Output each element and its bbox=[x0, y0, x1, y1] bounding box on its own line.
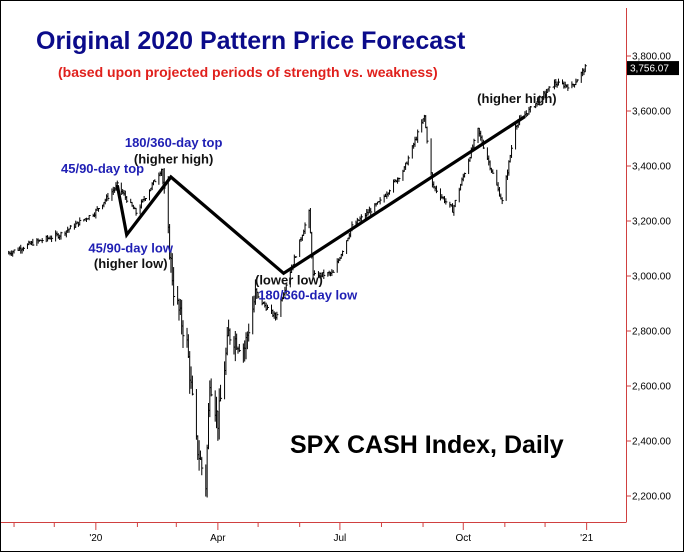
y-tick-label: 3,400.00 bbox=[632, 162, 671, 173]
y-tick-label: 2,400.00 bbox=[632, 437, 671, 448]
annotation-label: (lower low) bbox=[255, 272, 323, 287]
index-label: SPX CASH Index, Daily bbox=[290, 431, 564, 459]
x-tick-label: '21 bbox=[580, 533, 593, 544]
chart-title: Original 2020 Pattern Price Forecast bbox=[36, 27, 466, 55]
annotation-label: (higher high) bbox=[134, 151, 213, 166]
annotation-label: 180/360-day top bbox=[125, 135, 223, 150]
last-price-box bbox=[627, 61, 679, 76]
y-tick-label: 3,200.00 bbox=[632, 217, 671, 228]
annotations: 45/90-day top 45/90-day low(higher low) 18… bbox=[61, 91, 557, 303]
y-tick-label: 2,600.00 bbox=[632, 382, 671, 393]
annotation-label: 45/90-day low bbox=[88, 241, 173, 256]
x-tick-label: Apr bbox=[210, 533, 226, 544]
annotation-label: 45/90-day top bbox=[61, 161, 144, 176]
y-tick-label: 3,600.00 bbox=[632, 107, 671, 118]
y-tick-label: 2,800.00 bbox=[632, 327, 671, 338]
price-bars bbox=[8, 64, 587, 498]
y-tick-label: 3,800.00 bbox=[632, 52, 671, 63]
y-axis-ticks: 2,200.00 2,400.00 2,600.00 2,800.00 3,000.00… bbox=[626, 52, 671, 503]
x-tick-label: Oct bbox=[455, 533, 471, 544]
annotation-label: 180/360-day low bbox=[258, 287, 358, 302]
x-tick-label: Jul bbox=[334, 533, 347, 544]
last-price-label: 3,756.07 bbox=[630, 64, 669, 75]
x-axis-ticks: '20 Apr Jul Oct '21 bbox=[13, 522, 594, 544]
annotation-label: (higher high) bbox=[477, 91, 556, 106]
chart-subtitle: (based upon projected periods of strengt… bbox=[58, 64, 438, 80]
y-tick-label: 3,000.00 bbox=[632, 272, 671, 283]
forecast-line bbox=[115, 115, 526, 276]
x-tick-label: '20 bbox=[89, 533, 102, 544]
y-tick-label: 2,200.00 bbox=[632, 492, 671, 503]
last-price-marker: 3,756.07 bbox=[627, 61, 679, 76]
forecast-path bbox=[115, 115, 526, 276]
annotation-label: (higher low) bbox=[94, 256, 168, 271]
